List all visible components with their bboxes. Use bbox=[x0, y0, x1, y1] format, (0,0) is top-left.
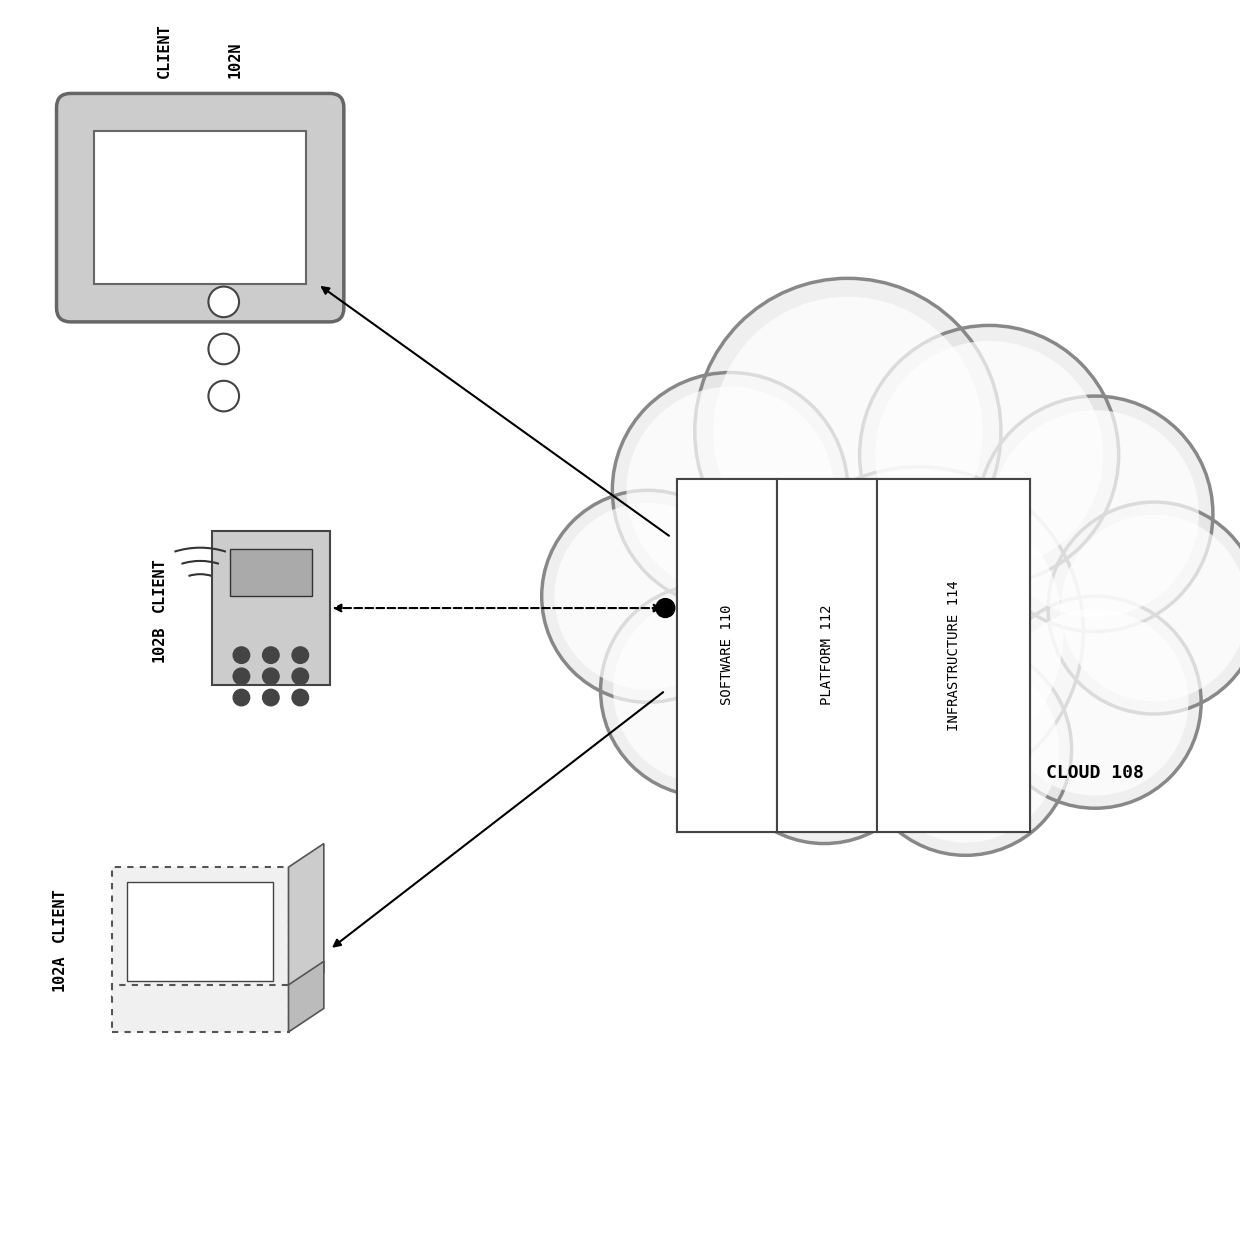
Text: PLATFORM 112: PLATFORM 112 bbox=[820, 605, 835, 705]
Circle shape bbox=[233, 647, 249, 663]
Circle shape bbox=[718, 632, 930, 844]
Bar bbox=[128, 882, 273, 981]
Polygon shape bbox=[289, 961, 324, 1032]
Circle shape bbox=[774, 486, 1064, 777]
Circle shape bbox=[263, 668, 279, 684]
Circle shape bbox=[859, 643, 1071, 855]
Circle shape bbox=[990, 596, 1202, 808]
Text: SOFTWARE 110: SOFTWARE 110 bbox=[720, 605, 734, 705]
Circle shape bbox=[859, 643, 1071, 855]
Circle shape bbox=[977, 396, 1213, 632]
Bar bbox=[877, 479, 1030, 831]
Circle shape bbox=[626, 387, 833, 594]
Bar bbox=[229, 549, 312, 596]
Circle shape bbox=[613, 372, 848, 609]
Text: CLIENT: CLIENT bbox=[51, 887, 67, 941]
Circle shape bbox=[208, 287, 239, 317]
Circle shape bbox=[754, 466, 1084, 797]
Circle shape bbox=[293, 668, 309, 684]
Circle shape bbox=[1048, 502, 1240, 714]
Polygon shape bbox=[289, 844, 324, 997]
Bar bbox=[112, 867, 289, 997]
FancyBboxPatch shape bbox=[57, 94, 343, 322]
Text: 102B: 102B bbox=[151, 625, 166, 662]
Circle shape bbox=[694, 278, 1001, 585]
Circle shape bbox=[977, 396, 1213, 632]
Circle shape bbox=[694, 278, 1001, 585]
Circle shape bbox=[718, 632, 930, 844]
Bar bbox=[112, 985, 289, 1032]
Bar bbox=[94, 131, 306, 285]
Text: CLIENT: CLIENT bbox=[157, 24, 172, 78]
Circle shape bbox=[1048, 502, 1240, 714]
Circle shape bbox=[656, 599, 675, 617]
Circle shape bbox=[208, 381, 239, 412]
Circle shape bbox=[600, 585, 812, 797]
Text: INFRASTRUCTURE 114: INFRASTRUCTURE 114 bbox=[947, 580, 961, 731]
Circle shape bbox=[542, 490, 754, 703]
Circle shape bbox=[754, 466, 1084, 797]
Circle shape bbox=[613, 372, 848, 609]
Circle shape bbox=[990, 596, 1202, 808]
Bar bbox=[777, 479, 877, 831]
Circle shape bbox=[713, 297, 982, 567]
Circle shape bbox=[859, 325, 1118, 585]
Circle shape bbox=[263, 647, 279, 663]
Circle shape bbox=[1002, 609, 1188, 795]
Circle shape bbox=[859, 325, 1118, 585]
Text: 102A: 102A bbox=[51, 955, 67, 991]
Circle shape bbox=[875, 341, 1104, 569]
Circle shape bbox=[208, 334, 239, 364]
Circle shape bbox=[293, 647, 309, 663]
Circle shape bbox=[263, 689, 279, 706]
Circle shape bbox=[732, 644, 918, 831]
Circle shape bbox=[873, 656, 1059, 842]
Text: CLIENT: CLIENT bbox=[151, 557, 166, 612]
Circle shape bbox=[614, 597, 800, 784]
Bar bbox=[677, 479, 1030, 831]
Circle shape bbox=[233, 668, 249, 684]
Circle shape bbox=[233, 689, 249, 706]
Circle shape bbox=[542, 490, 754, 703]
Circle shape bbox=[293, 689, 309, 706]
Circle shape bbox=[554, 503, 742, 689]
Circle shape bbox=[600, 585, 812, 797]
Bar bbox=[677, 479, 777, 831]
Text: CLOUD 108: CLOUD 108 bbox=[1047, 764, 1145, 782]
Circle shape bbox=[1060, 515, 1240, 701]
Text: 102N: 102N bbox=[228, 42, 243, 78]
Circle shape bbox=[992, 411, 1199, 617]
Bar bbox=[212, 532, 330, 684]
